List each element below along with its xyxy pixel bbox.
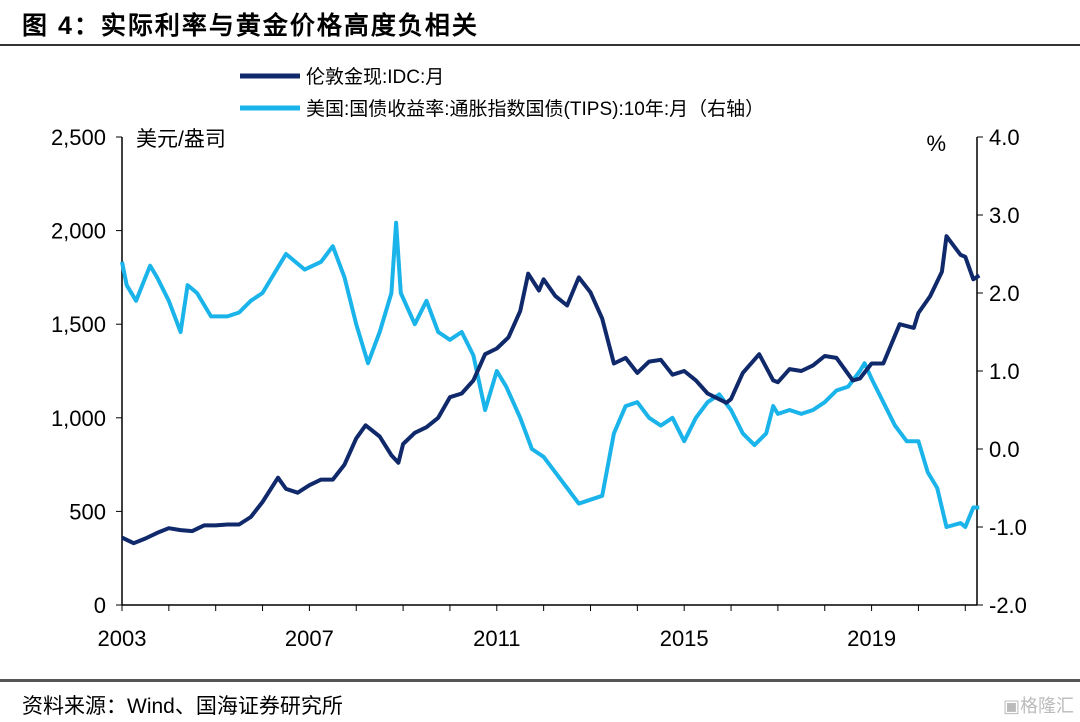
- gold-price-line: [121, 234, 981, 546]
- title-divider: [0, 44, 1080, 46]
- left-tick-label: 0: [94, 593, 106, 618]
- left-tick-label: 1,000: [51, 406, 106, 431]
- right-tick-label: 2.0: [989, 281, 1020, 306]
- chart-title: 图 4：实际利率与黄金价格高度负相关: [22, 12, 479, 40]
- x-tick-label: 2019: [847, 626, 896, 651]
- right-tick-label: 4.0: [989, 125, 1020, 150]
- axes: 2,500 2,000 1,500 1,000 500 0 4.0 3.0 2.0 1.0 0.0 -…: [51, 125, 1027, 651]
- left-tick-label: 1,500: [51, 312, 106, 337]
- right-axis-unit: %: [926, 131, 946, 156]
- source-note: 资料来源：Wind、国海证券研究所: [22, 695, 343, 718]
- right-tick-label: -1.0: [989, 515, 1027, 540]
- legend-label-tips: 美国:国债收益率:通胀指数国债(TIPS):10年:月（右轴）: [306, 98, 764, 120]
- legend-label-gold: 伦敦金现:IDC:月: [306, 66, 444, 88]
- footer-divider: [0, 679, 1080, 682]
- x-tick-label: 2015: [660, 626, 709, 651]
- tips-yield-line: [120, 220, 980, 529]
- right-tick-label: 3.0: [989, 203, 1020, 228]
- right-tick-label: 0.0: [989, 437, 1020, 462]
- watermark-logo: ▣格隆汇: [1002, 696, 1074, 716]
- x-tick-label: 2011: [473, 626, 520, 651]
- left-tick-label: 2,500: [51, 125, 106, 150]
- right-tick-label: 1.0: [989, 359, 1020, 384]
- left-tick-label: 500: [69, 499, 106, 524]
- left-axis-unit: 美元/盎司: [136, 128, 226, 151]
- right-tick-label: -2.0: [989, 593, 1027, 618]
- left-tick-label: 2,000: [51, 219, 106, 244]
- x-tick-label: 2007: [285, 626, 334, 651]
- legend: 伦敦金现:IDC:月 美国:国债收益率:通胀指数国债(TIPS):10年:月（右…: [240, 66, 764, 120]
- series-lines: [120, 220, 981, 546]
- x-tick-label: 2003: [98, 626, 147, 651]
